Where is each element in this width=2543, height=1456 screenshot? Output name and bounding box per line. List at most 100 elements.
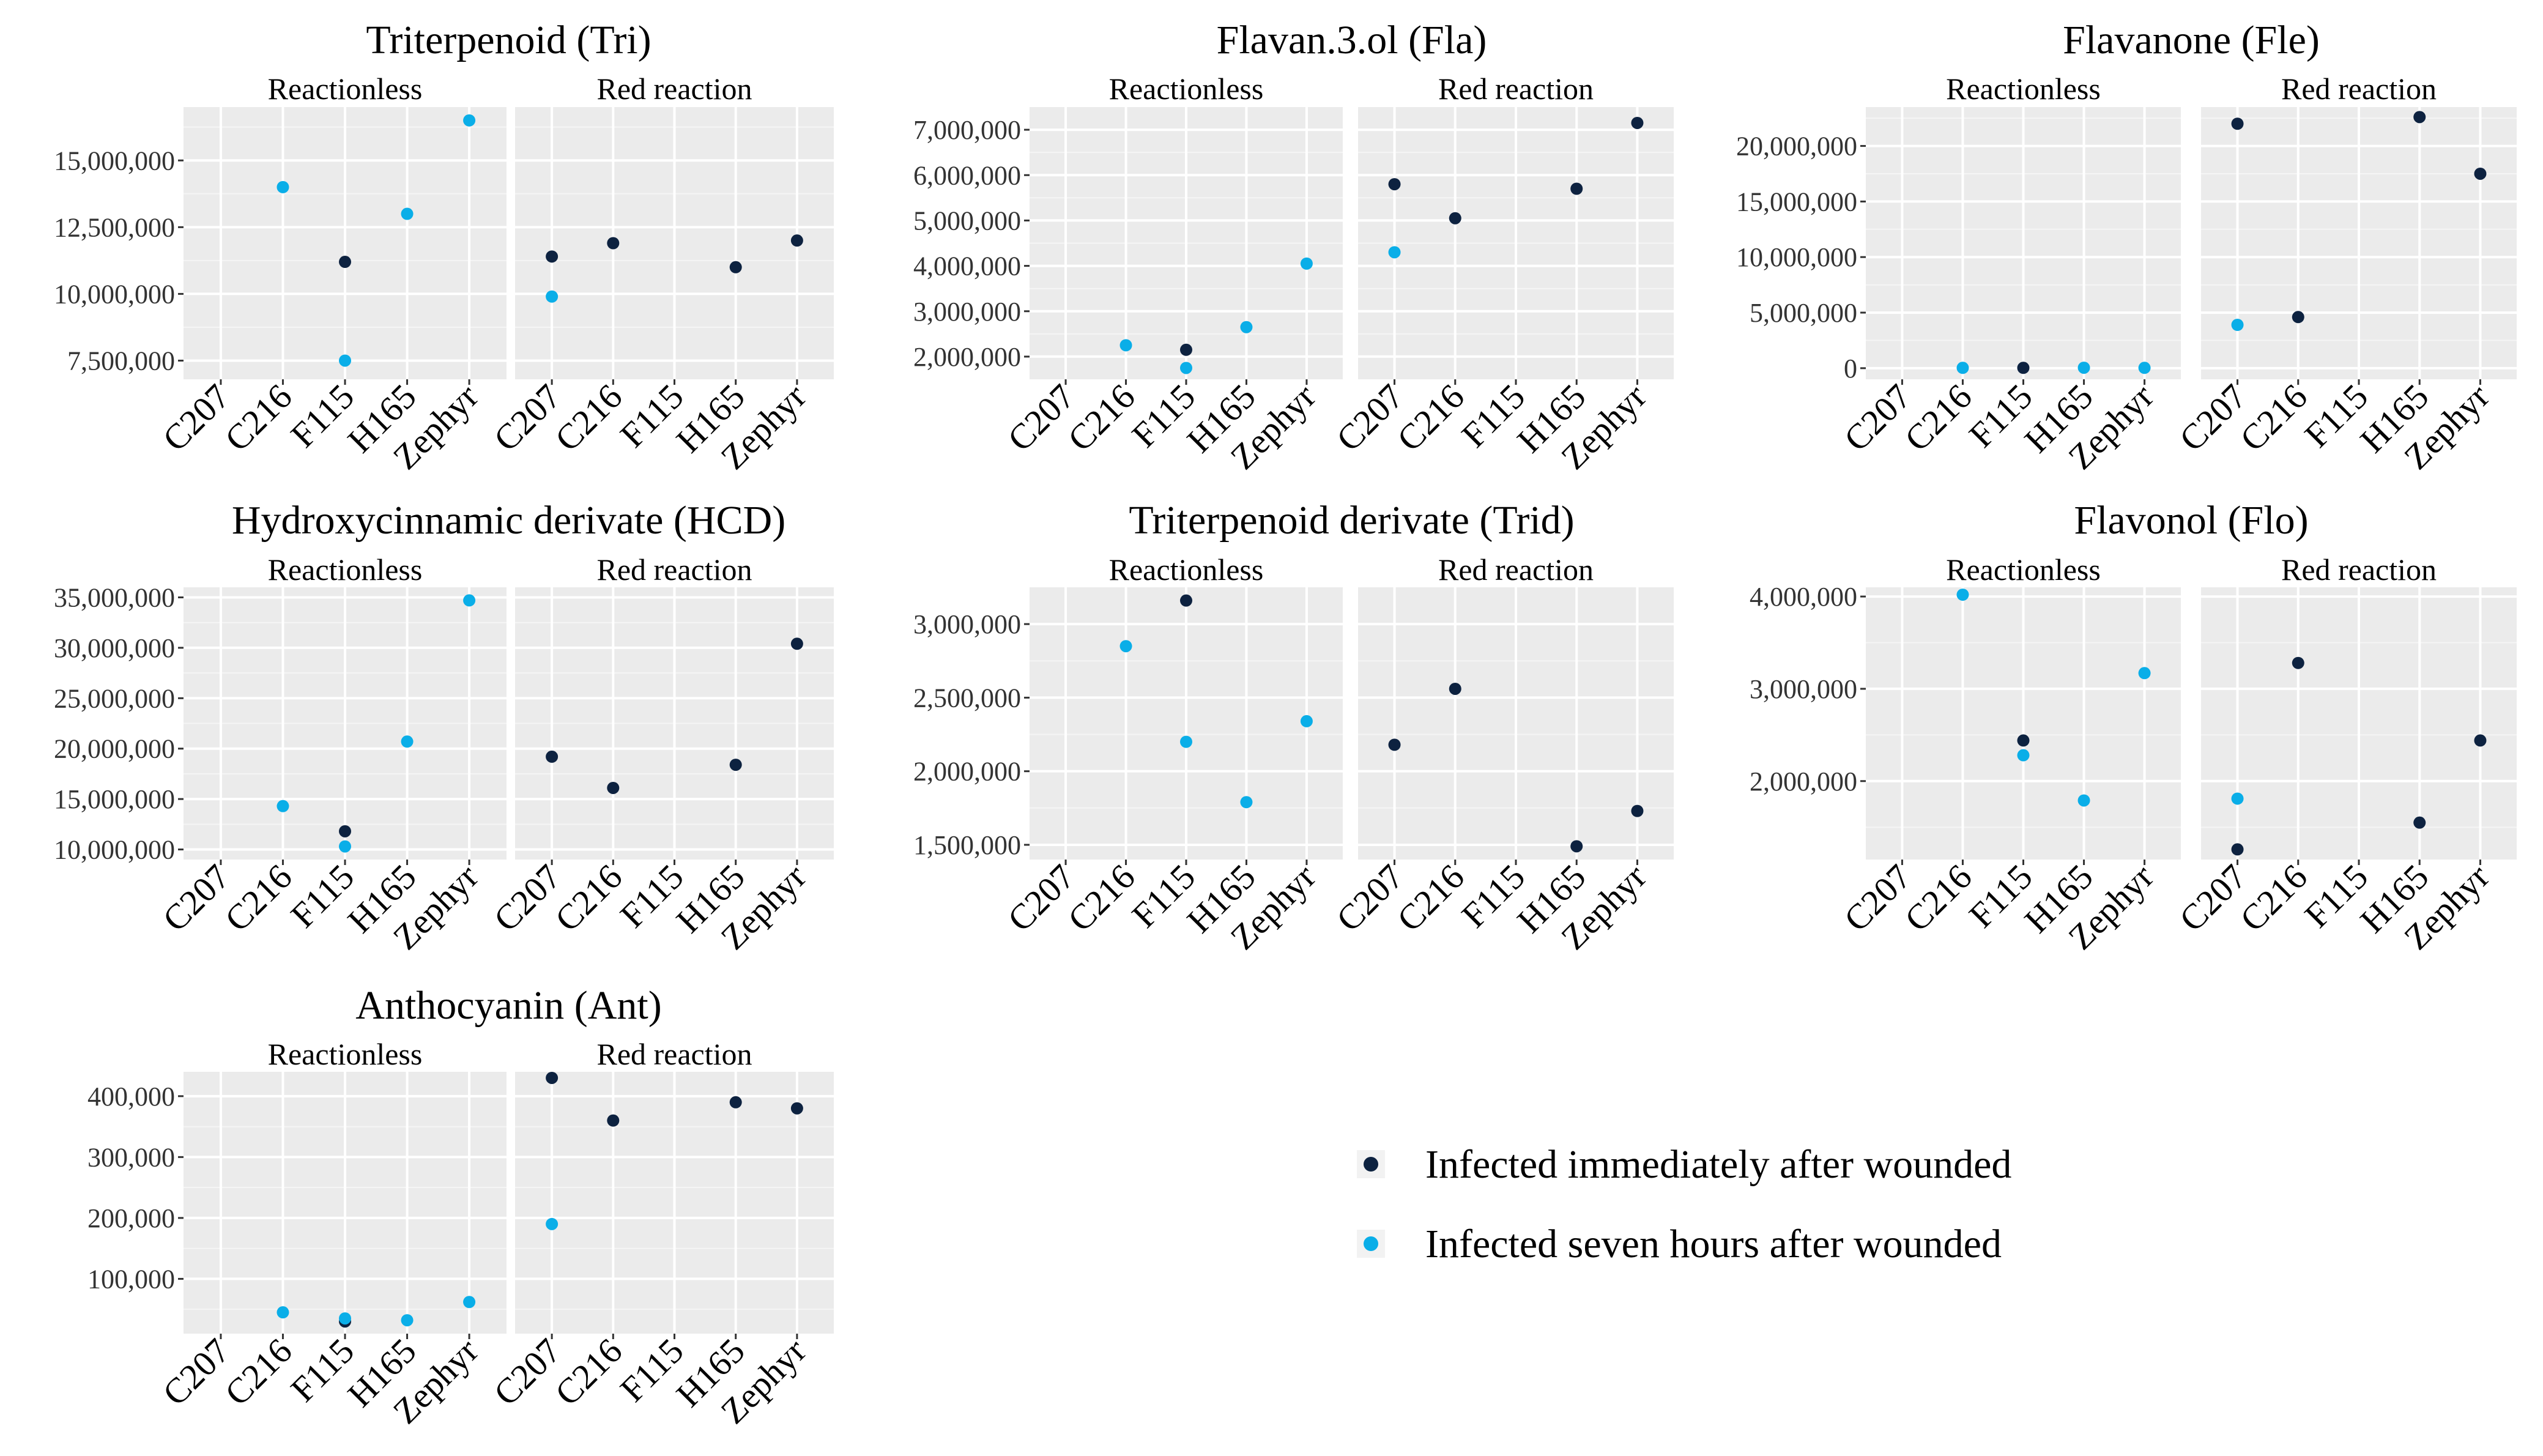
data-point bbox=[1388, 178, 1401, 191]
y-tick-label: 7,000,000 bbox=[913, 115, 1021, 145]
y-tick-label: 2,500,000 bbox=[913, 683, 1021, 713]
data-point bbox=[1240, 321, 1253, 333]
y-tick-label: 3,000,000 bbox=[913, 297, 1021, 327]
data-point bbox=[2231, 843, 2244, 856]
chart-title: Flavan.3.ol (Fla) bbox=[1217, 18, 1487, 62]
data-point bbox=[546, 1071, 559, 1084]
facet-label: Reactionless bbox=[268, 1037, 423, 1071]
chart-title: Triterpenoid (Tri) bbox=[366, 18, 651, 62]
data-point bbox=[607, 1114, 620, 1127]
y-tick-label: 25,000,000 bbox=[54, 683, 175, 713]
facet-label: Red reaction bbox=[2281, 72, 2437, 106]
data-point bbox=[1300, 257, 1313, 270]
data-point bbox=[729, 1096, 742, 1109]
data-point bbox=[2017, 749, 2030, 762]
y-tick-label: 15,000,000 bbox=[1736, 187, 1857, 217]
legend-marker-immediate bbox=[1364, 1157, 1378, 1172]
chart-panel: Triterpenoid (Tri) 7,500,000 10,000,000 12,… bbox=[54, 18, 834, 477]
data-point bbox=[401, 1314, 414, 1327]
chart-panel: Flavan.3.ol (Fla) 2,000,000 3,000,000 4,000… bbox=[913, 18, 1674, 477]
data-point bbox=[2017, 734, 2030, 747]
data-point bbox=[463, 1296, 476, 1309]
y-tick-label: 10,000,000 bbox=[54, 835, 175, 865]
facet-label: Red reaction bbox=[1438, 72, 1594, 106]
y-tick-label: 10,000,000 bbox=[54, 279, 175, 309]
facet-label: Reactionless bbox=[1946, 72, 2101, 106]
facet-label: Red reaction bbox=[596, 72, 752, 106]
data-point bbox=[729, 759, 742, 771]
data-point bbox=[1956, 362, 1969, 374]
data-point bbox=[1180, 362, 1192, 374]
data-point bbox=[463, 594, 476, 607]
facet-label: Red reaction bbox=[1438, 552, 1594, 587]
data-point bbox=[729, 261, 742, 273]
data-point bbox=[339, 825, 351, 838]
y-tick-label: 30,000,000 bbox=[54, 633, 175, 663]
data-point bbox=[2292, 656, 2304, 669]
data-point bbox=[2292, 311, 2304, 324]
facet-label: Reactionless bbox=[268, 72, 423, 106]
y-tick-label: 2,000,000 bbox=[1750, 767, 1857, 797]
data-point bbox=[790, 637, 803, 650]
data-point bbox=[277, 800, 289, 812]
y-tick-label: 3,000,000 bbox=[1750, 674, 1857, 704]
data-point bbox=[2413, 816, 2426, 829]
legend: Infected immediately after wounded Infec… bbox=[1357, 1142, 2011, 1266]
data-point bbox=[2231, 792, 2244, 805]
y-tick-label: 2,000,000 bbox=[913, 757, 1021, 787]
legend-marker-seven-hours bbox=[1364, 1236, 1378, 1251]
facet-label: Reactionless bbox=[1109, 72, 1264, 106]
data-point bbox=[1449, 682, 1461, 695]
data-point bbox=[1388, 246, 1401, 259]
facet-label: Reactionless bbox=[1946, 552, 2101, 587]
data-point bbox=[401, 207, 414, 220]
data-point bbox=[1956, 589, 1969, 601]
data-point bbox=[546, 250, 559, 263]
data-point bbox=[277, 180, 289, 193]
y-tick-label: 15,000,000 bbox=[54, 784, 175, 814]
data-point bbox=[1388, 738, 1401, 751]
y-tick-label: 2,000,000 bbox=[913, 342, 1021, 372]
data-point bbox=[1449, 212, 1461, 225]
y-tick-label: 7,500,000 bbox=[67, 346, 175, 376]
data-point bbox=[546, 1217, 559, 1230]
data-point bbox=[2474, 167, 2487, 180]
chart-title: Flavonol (Flo) bbox=[2074, 498, 2308, 543]
y-tick-label: 0 bbox=[1844, 354, 1857, 384]
data-point bbox=[1300, 715, 1313, 727]
y-tick-label: 15,000,000 bbox=[54, 146, 175, 176]
facet-label: Red reaction bbox=[596, 552, 752, 587]
chart-title: Flavanone (Fle) bbox=[2063, 18, 2320, 62]
data-point bbox=[1240, 796, 1253, 809]
data-point bbox=[546, 750, 559, 763]
legend-label-immediate: Infected immediately after wounded bbox=[1425, 1142, 2011, 1187]
data-point bbox=[607, 781, 620, 794]
data-point bbox=[2138, 667, 2151, 680]
data-point bbox=[790, 1102, 803, 1115]
y-tick-label: 12,500,000 bbox=[54, 212, 175, 242]
data-point bbox=[1631, 116, 1644, 129]
chart-title: Anthocyanin (Ant) bbox=[355, 983, 661, 1028]
data-point bbox=[1119, 339, 1132, 352]
legend-label-seven-hours: Infected seven hours after wounded bbox=[1425, 1222, 2002, 1266]
y-tick-label: 6,000,000 bbox=[913, 160, 1021, 190]
chart-title: Triterpenoid derivate (Trid) bbox=[1129, 498, 1574, 543]
data-point bbox=[2413, 111, 2426, 124]
data-point bbox=[1180, 594, 1192, 607]
y-tick-label: 200,000 bbox=[87, 1203, 175, 1233]
y-tick-label: 35,000,000 bbox=[54, 582, 175, 612]
data-point bbox=[2474, 734, 2487, 747]
data-point bbox=[2231, 117, 2244, 130]
y-tick-label: 4,000,000 bbox=[1750, 582, 1857, 612]
data-point bbox=[2138, 362, 2151, 374]
data-point bbox=[401, 735, 414, 748]
data-point bbox=[790, 234, 803, 247]
data-point bbox=[1180, 735, 1192, 748]
y-tick-label: 300,000 bbox=[87, 1142, 175, 1172]
data-point bbox=[339, 256, 351, 269]
y-tick-label: 1,500,000 bbox=[913, 830, 1021, 860]
data-point bbox=[463, 114, 476, 127]
facet-label: Red reaction bbox=[2281, 552, 2437, 587]
data-point bbox=[339, 354, 351, 367]
